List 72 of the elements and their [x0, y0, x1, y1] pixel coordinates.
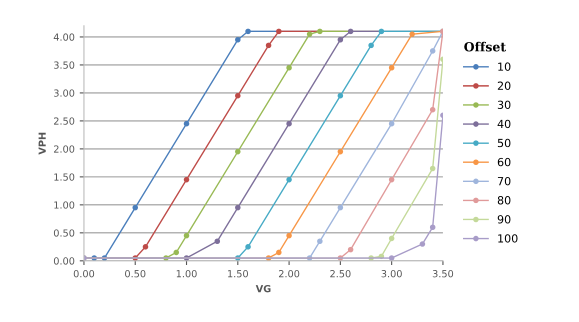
- point: [378, 28, 384, 34]
- legend-label: 80: [498, 196, 510, 204]
- y-tick-label: 2.50: [54, 117, 74, 125]
- y-tick-label: 0.50: [54, 229, 74, 237]
- x-tick-label: 0.50: [125, 270, 146, 278]
- point: [338, 92, 344, 98]
- point: [286, 176, 292, 182]
- x-tick-label: 0.00: [74, 270, 94, 278]
- point: [235, 36, 241, 43]
- point: [173, 250, 180, 256]
- point: [388, 255, 394, 261]
- y-tick-label: 3.50: [54, 61, 74, 69]
- point: [286, 64, 292, 71]
- x-tick-label: 3.50: [432, 270, 454, 278]
- point: [368, 42, 374, 48]
- y-tick-label: 2.00: [54, 145, 74, 153]
- legend-label: 30: [498, 100, 510, 110]
- point: [245, 244, 251, 250]
- point: [348, 246, 354, 252]
- legend-label: 90: [498, 215, 510, 224]
- point: [184, 176, 190, 182]
- point: [235, 92, 241, 98]
- x-tick-label: 2.00: [278, 270, 300, 278]
- x-tick-label: 2.50: [330, 270, 351, 278]
- point: [338, 204, 344, 210]
- point: [235, 204, 241, 210]
- y-tick-label: 4.00: [54, 33, 74, 41]
- legend-label: 60: [498, 158, 510, 166]
- point: [132, 204, 138, 210]
- point: [348, 28, 354, 34]
- point: [286, 232, 292, 238]
- y-tick-label: 1.50: [54, 173, 74, 181]
- point: [184, 120, 190, 126]
- point: [409, 31, 415, 37]
- point: [276, 250, 282, 256]
- point: [388, 64, 394, 71]
- legend-label: 100: [498, 234, 518, 243]
- point: [245, 28, 251, 34]
- legend-label: 40: [498, 120, 510, 128]
- legend-title: Offset: [464, 42, 506, 52]
- point: [184, 232, 190, 238]
- point: [388, 120, 394, 126]
- point: [286, 120, 292, 126]
- y-tick-label: 3.00: [54, 89, 74, 97]
- point: [306, 31, 312, 37]
- legend-label: 70: [498, 176, 510, 186]
- x-axis-title: VG: [256, 284, 270, 292]
- point: [388, 236, 394, 242]
- point: [388, 176, 394, 182]
- point: [430, 48, 436, 54]
- x-tick-label: 1.00: [176, 270, 197, 278]
- legend-label: 20: [498, 82, 510, 90]
- point: [317, 28, 323, 34]
- point: [420, 241, 426, 247]
- y-tick-label: 1.00: [54, 201, 74, 209]
- y-axis-title: VPH: [38, 132, 46, 155]
- point: [235, 148, 241, 154]
- y-tick-label: 0.00: [54, 257, 74, 265]
- legend-label: 10: [498, 62, 510, 71]
- point: [142, 244, 148, 250]
- x-tick-label: 1.50: [228, 270, 248, 278]
- point: [430, 166, 436, 172]
- point: [266, 42, 272, 48]
- legend-label: 50: [498, 138, 510, 148]
- point: [276, 28, 282, 34]
- point: [338, 36, 344, 43]
- point: [317, 238, 323, 244]
- point: [430, 224, 436, 230]
- point: [430, 106, 436, 112]
- point: [338, 148, 344, 154]
- x-tick-label: 3.00: [382, 270, 402, 278]
- point: [214, 238, 220, 244]
